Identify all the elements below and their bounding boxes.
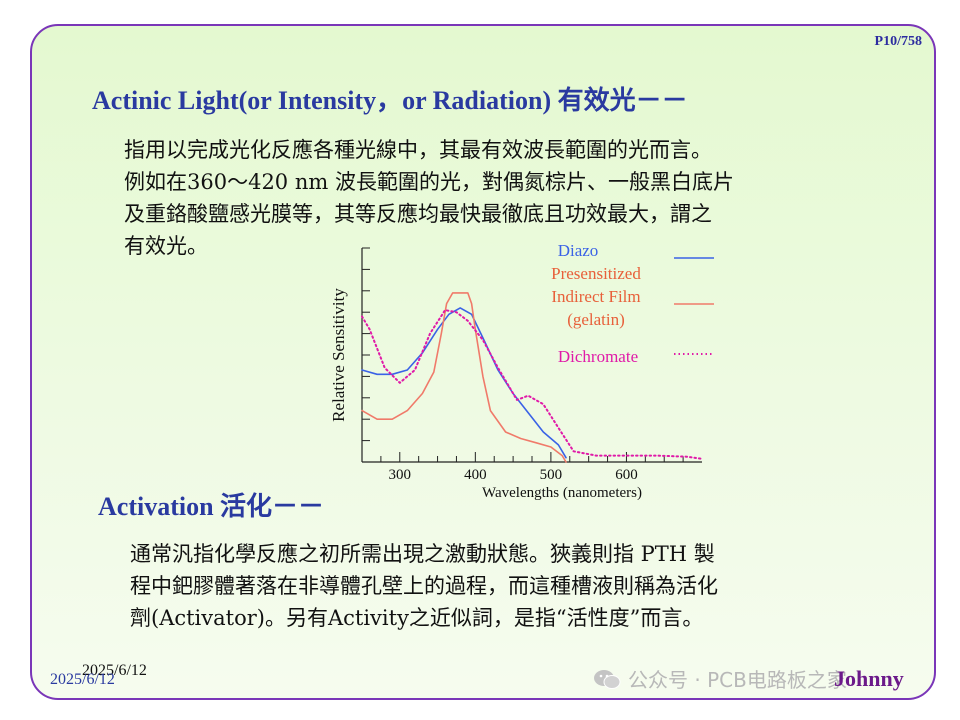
x-tick-label: 600: [615, 467, 638, 483]
x-axis-label: Wavelengths (nanometers): [482, 485, 642, 500]
legend-label: Indirect Film: [551, 287, 640, 306]
x-tick-label: 300: [389, 467, 412, 483]
paragraph-line: 指用以完成光化反應各種光線中，其最有效波長範圍的光而言。: [124, 138, 712, 162]
legend-label: (gelatin): [567, 310, 625, 329]
legend-label: Presensitized: [551, 264, 641, 283]
series-line-3: [361, 309, 703, 460]
section2-paragraph: 通常汎指化學反應之初所需出現之激動狀態。狹義則指 PTH 製 程中鈀膠體著落在非…: [130, 538, 718, 634]
paragraph-line: 通常汎指化學反應之初所需出現之激動狀態。狹義則指 PTH 製: [130, 542, 715, 566]
footer-date-shadow: 2025/6/12: [50, 671, 115, 688]
section2-heading: Activation 活化－－: [98, 492, 325, 521]
footer-date: 2025/6/12: [82, 662, 147, 679]
x-tick-label: 400: [464, 467, 487, 483]
y-axis-label: Relative Sensitivity: [329, 288, 348, 422]
section1-heading: Actinic Light(or Intensity，or Radiation)…: [92, 86, 688, 115]
watermark: 公众号 · PCB电路板之家: [592, 664, 847, 693]
wechat-icon: [594, 669, 621, 689]
watermark-text: 公众号 · PCB电路板之家: [628, 668, 847, 692]
series-line-1: [361, 307, 567, 459]
slide-frame: P10/758: [30, 24, 936, 700]
paragraph-line: 及重鉻酸鹽感光膜等，其等反應均最快最徹底且功效最大，謂之: [124, 202, 712, 226]
series-line-2: [361, 292, 567, 463]
paragraph-line: 例如在360～420 nm 波長範圍的光，對偶氮棕片、一般黑白底片: [124, 170, 734, 194]
page-number: P10/758: [874, 34, 922, 49]
x-tick-label: 500: [540, 467, 563, 483]
paragraph-line: 劑(Activator)。另有Activity之近似詞，是指“活性度”而言。: [130, 606, 704, 630]
author-name: Johnny: [834, 666, 904, 691]
paragraph-line: 有效光。: [124, 234, 208, 258]
sensitivity-chart: 300 400 500 600 Wavelengths (nanometers) Rela…: [329, 241, 714, 500]
legend-label: Dichromate: [558, 347, 638, 366]
legend-label: Diazo: [558, 241, 599, 260]
section1-paragraph: 指用以完成光化反應各種光線中，其最有效波長範圍的光而言。 例如在360～420 …: [124, 134, 734, 262]
paragraph-line: 程中鈀膠體著落在非導體孔壁上的過程，而這種槽液則稱為活化: [130, 574, 718, 598]
